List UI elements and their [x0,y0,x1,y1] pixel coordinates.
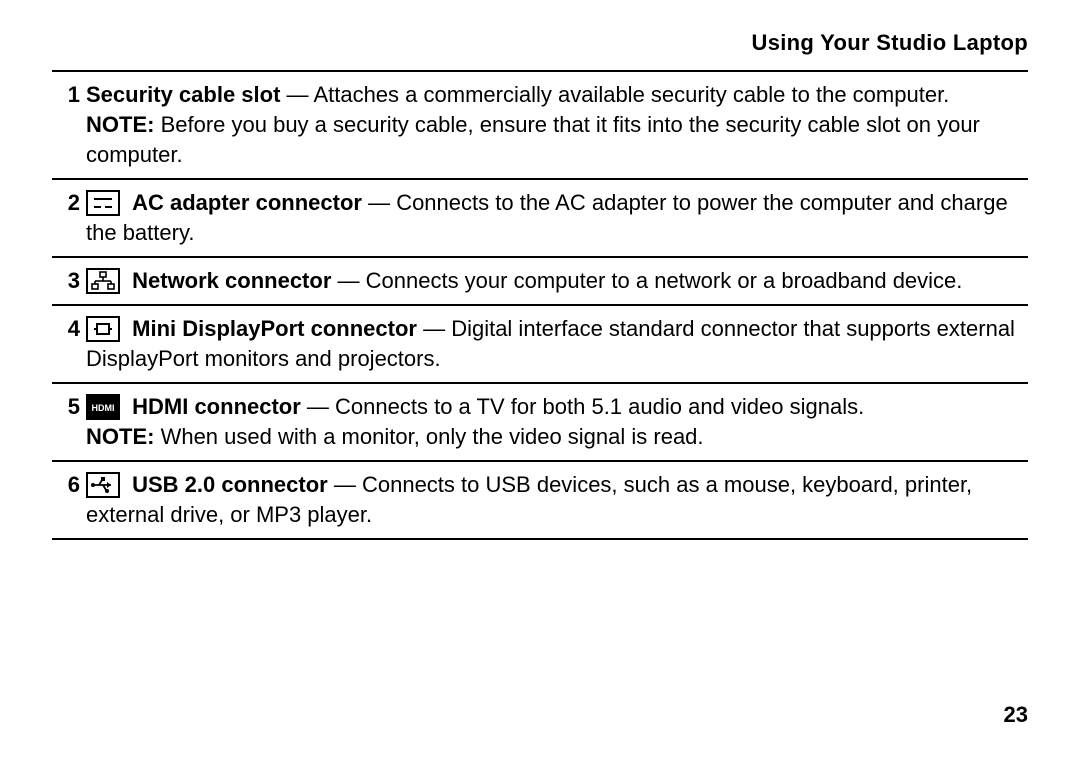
item-body: USB 2.0 connector — Connects to USB devi… [86,470,1028,530]
item-row: 2 AC adapter connector — Connects to the… [52,180,1028,258]
item-title: Network connector [132,268,331,293]
item-number: 5 [52,392,86,422]
note-text: When used with a monitor, only the video… [154,424,703,449]
item-body: Mini DisplayPort connector — Digital int… [86,314,1028,374]
item-title: AC adapter connector [132,190,362,215]
item-desc: Connects your computer to a network or a… [366,268,963,293]
dash: — [301,394,335,419]
item-number: 1 [52,80,86,110]
item-number: 4 [52,314,86,344]
dash: — [328,472,362,497]
item-row: 1 Security cable slot — Attaches a comme… [52,72,1028,180]
item-number: 3 [52,266,86,296]
item-number: 6 [52,470,86,500]
dash: — [331,268,365,293]
manual-page: Using Your Studio Laptop 1 Security cabl… [0,0,1080,766]
usb-icon [86,472,120,498]
mini-dp-icon [86,316,120,342]
note-label: NOTE: [86,112,154,137]
svg-text:HDMI: HDMI [92,403,115,413]
note-label: NOTE: [86,424,154,449]
item-body: Network connector — Connects your comput… [86,266,1028,296]
item-body: AC adapter connector — Connects to the A… [86,188,1028,248]
item-row: 6 USB 2.0 connector — Connects to USB de… [52,462,1028,540]
item-title: Mini DisplayPort connector [132,316,417,341]
item-title: Security cable slot [86,82,280,107]
item-body: Security cable slot — Attaches a commerc… [86,80,1028,170]
item-desc: Attaches a commercially available securi… [313,82,949,107]
item-title: USB 2.0 connector [132,472,328,497]
item-title: HDMI connector [132,394,301,419]
network-icon [86,268,120,294]
item-body: HDMI HDMI connector — Connects to a TV f… [86,392,1028,452]
item-row: 3 Network connector — Connects your comp… [52,258,1028,306]
page-number: 23 [1004,702,1028,728]
dash: — [417,316,451,341]
page-header: Using Your Studio Laptop [52,30,1028,56]
dash: — [280,82,313,107]
item-number: 2 [52,188,86,218]
note-text: Before you buy a security cable, ensure … [86,112,980,167]
ac-adapter-icon [86,190,120,216]
item-row: 5 HDMI HDMI connector — Connects to a TV… [52,384,1028,462]
item-desc: Connects to a TV for both 5.1 audio and … [335,394,864,419]
dash: — [362,190,396,215]
item-row: 4 Mini DisplayPort connector — Digital i… [52,306,1028,384]
hdmi-icon: HDMI [86,394,120,420]
